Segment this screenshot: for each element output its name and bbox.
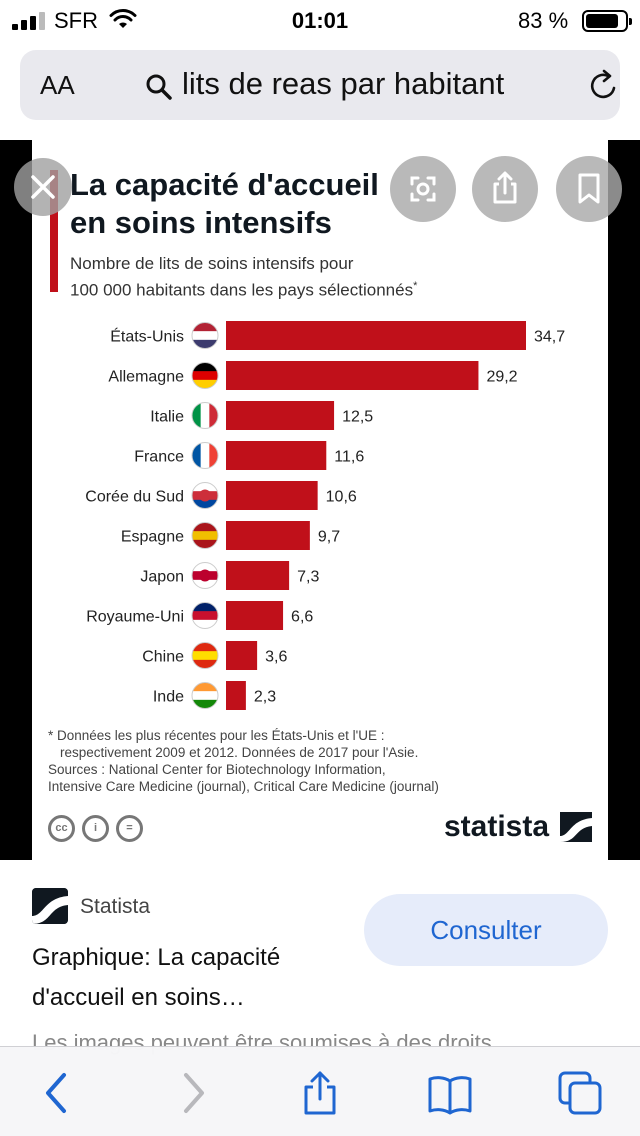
country-flag-icon xyxy=(191,602,219,629)
note-line-2: respectivement 2009 et 2012. Données de … xyxy=(60,745,419,760)
attribution-icon: i xyxy=(82,815,109,842)
value-label: 9,7 xyxy=(318,529,340,546)
subtitle-footnote-mark: * xyxy=(413,280,418,292)
value-label: 34,7 xyxy=(534,329,565,346)
country-flag-icon xyxy=(191,362,219,389)
result-title[interactable]: Graphique: La capacité d'accueil en soin… xyxy=(32,938,362,1018)
close-icon xyxy=(31,175,55,199)
category-label: Corée du Sud xyxy=(85,489,184,506)
value-label: 6,6 xyxy=(291,609,313,626)
bar xyxy=(226,681,246,710)
bookmark-button[interactable] xyxy=(556,156,622,222)
status-bar: SFR 01:01 83 % xyxy=(0,0,640,40)
license-icons: cc i = xyxy=(48,815,158,845)
bar xyxy=(226,521,310,550)
back-icon[interactable] xyxy=(34,1069,82,1117)
bookmark-icon xyxy=(578,173,600,204)
bar xyxy=(226,481,318,510)
bar xyxy=(226,361,479,390)
source-name[interactable]: Statista xyxy=(80,895,151,918)
search-query[interactable]: lits de reas par habitant xyxy=(182,66,505,101)
category-label: Italie xyxy=(150,409,184,426)
share-icon xyxy=(493,171,517,204)
country-flag-icon xyxy=(191,522,219,549)
value-label: 10,6 xyxy=(326,489,357,506)
battery-icon xyxy=(582,10,632,32)
value-label: 11,6 xyxy=(334,449,364,466)
value-label: 7,3 xyxy=(297,569,319,586)
text-size-button[interactable]: AA xyxy=(40,70,75,100)
country-flag-icon xyxy=(191,642,219,669)
result-title-line-2: d'accueil en soins… xyxy=(32,984,245,1011)
country-flag-icon xyxy=(191,402,219,429)
image-viewer: La capacité d'accueil en soins intensifs… xyxy=(0,140,640,860)
bar-chart: États-Unis 34,7 Allemagne 29,2 Italie 12,5 Fra… xyxy=(85,321,565,710)
value-label: 12,5 xyxy=(342,409,373,426)
bar xyxy=(226,441,327,470)
statista-source-icon xyxy=(32,888,68,924)
reload-icon[interactable] xyxy=(586,68,622,104)
title-accent-bar xyxy=(50,170,58,292)
bottom-toolbar xyxy=(0,1046,640,1136)
category-label: Allemagne xyxy=(108,369,184,386)
chart-title: La capacité d'accueil en soins intensifs xyxy=(70,167,379,240)
bookmarks-icon[interactable] xyxy=(426,1069,474,1117)
chart-image: La capacité d'accueil en soins intensifs… xyxy=(32,140,608,860)
note-line-1: * Données les plus récentes pour les Éta… xyxy=(48,728,385,743)
category-label: Inde xyxy=(153,689,184,706)
battery-percent: 83 % xyxy=(518,8,569,33)
chart-footnote: * Données les plus récentes pour les Éta… xyxy=(48,727,600,795)
forward-icon[interactable] xyxy=(168,1069,216,1117)
category-label: États-Unis xyxy=(110,327,184,346)
bar xyxy=(226,561,290,590)
country-flag-icon xyxy=(191,442,219,469)
value-label: 3,6 xyxy=(265,649,287,666)
share-icon[interactable] xyxy=(296,1069,344,1117)
signal-icon xyxy=(12,12,48,30)
category-label: Chine xyxy=(142,649,184,666)
category-label: Japon xyxy=(140,569,184,586)
subtitle-line-1: Nombre de lits de soins intensifs pour xyxy=(70,254,354,273)
category-label: France xyxy=(134,449,184,466)
cc-license-icon: cc xyxy=(48,815,75,842)
image-share-button[interactable] xyxy=(472,156,538,222)
country-flag-icon xyxy=(191,562,219,589)
country-flag-icon xyxy=(191,482,219,509)
sources-line-2: Intensive Care Medicine (journal), Criti… xyxy=(48,779,439,794)
subtitle-line-2: 100 000 habitants dans les pays sélectio… xyxy=(70,280,418,300)
value-label: 2,3 xyxy=(254,689,276,706)
statista-mark-icon xyxy=(560,812,592,842)
wifi-icon xyxy=(109,9,137,28)
statista-logo: statista xyxy=(444,810,550,843)
sources-line-1: Sources : National Center for Biotechnol… xyxy=(48,762,386,777)
country-flag-icon xyxy=(191,322,219,349)
visual-lookup-icon xyxy=(410,176,436,202)
search-icon xyxy=(146,74,172,100)
bar xyxy=(226,321,526,350)
clock: 01:01 xyxy=(291,8,349,33)
consult-button[interactable]: Consulter xyxy=(364,894,608,966)
no-derivatives-icon: = xyxy=(116,815,143,842)
category-label: Royaume-Uni xyxy=(86,609,184,626)
bar xyxy=(226,641,258,670)
bar xyxy=(226,401,335,430)
address-bar[interactable]: AA lits de reas par habitant xyxy=(20,50,620,120)
category-label: Espagne xyxy=(121,529,184,546)
tabs-icon[interactable] xyxy=(556,1069,604,1117)
country-flag-icon xyxy=(191,682,219,709)
close-button[interactable] xyxy=(14,158,72,216)
value-label: 29,2 xyxy=(486,369,517,386)
bar xyxy=(226,601,284,630)
result-title-line-1: Graphique: La capacité xyxy=(32,944,281,971)
carrier-name: SFR xyxy=(54,8,98,33)
visual-lookup-button[interactable] xyxy=(390,156,456,222)
chart-subtitle: Nombre de lits de soins intensifs pour 1… xyxy=(70,252,490,302)
